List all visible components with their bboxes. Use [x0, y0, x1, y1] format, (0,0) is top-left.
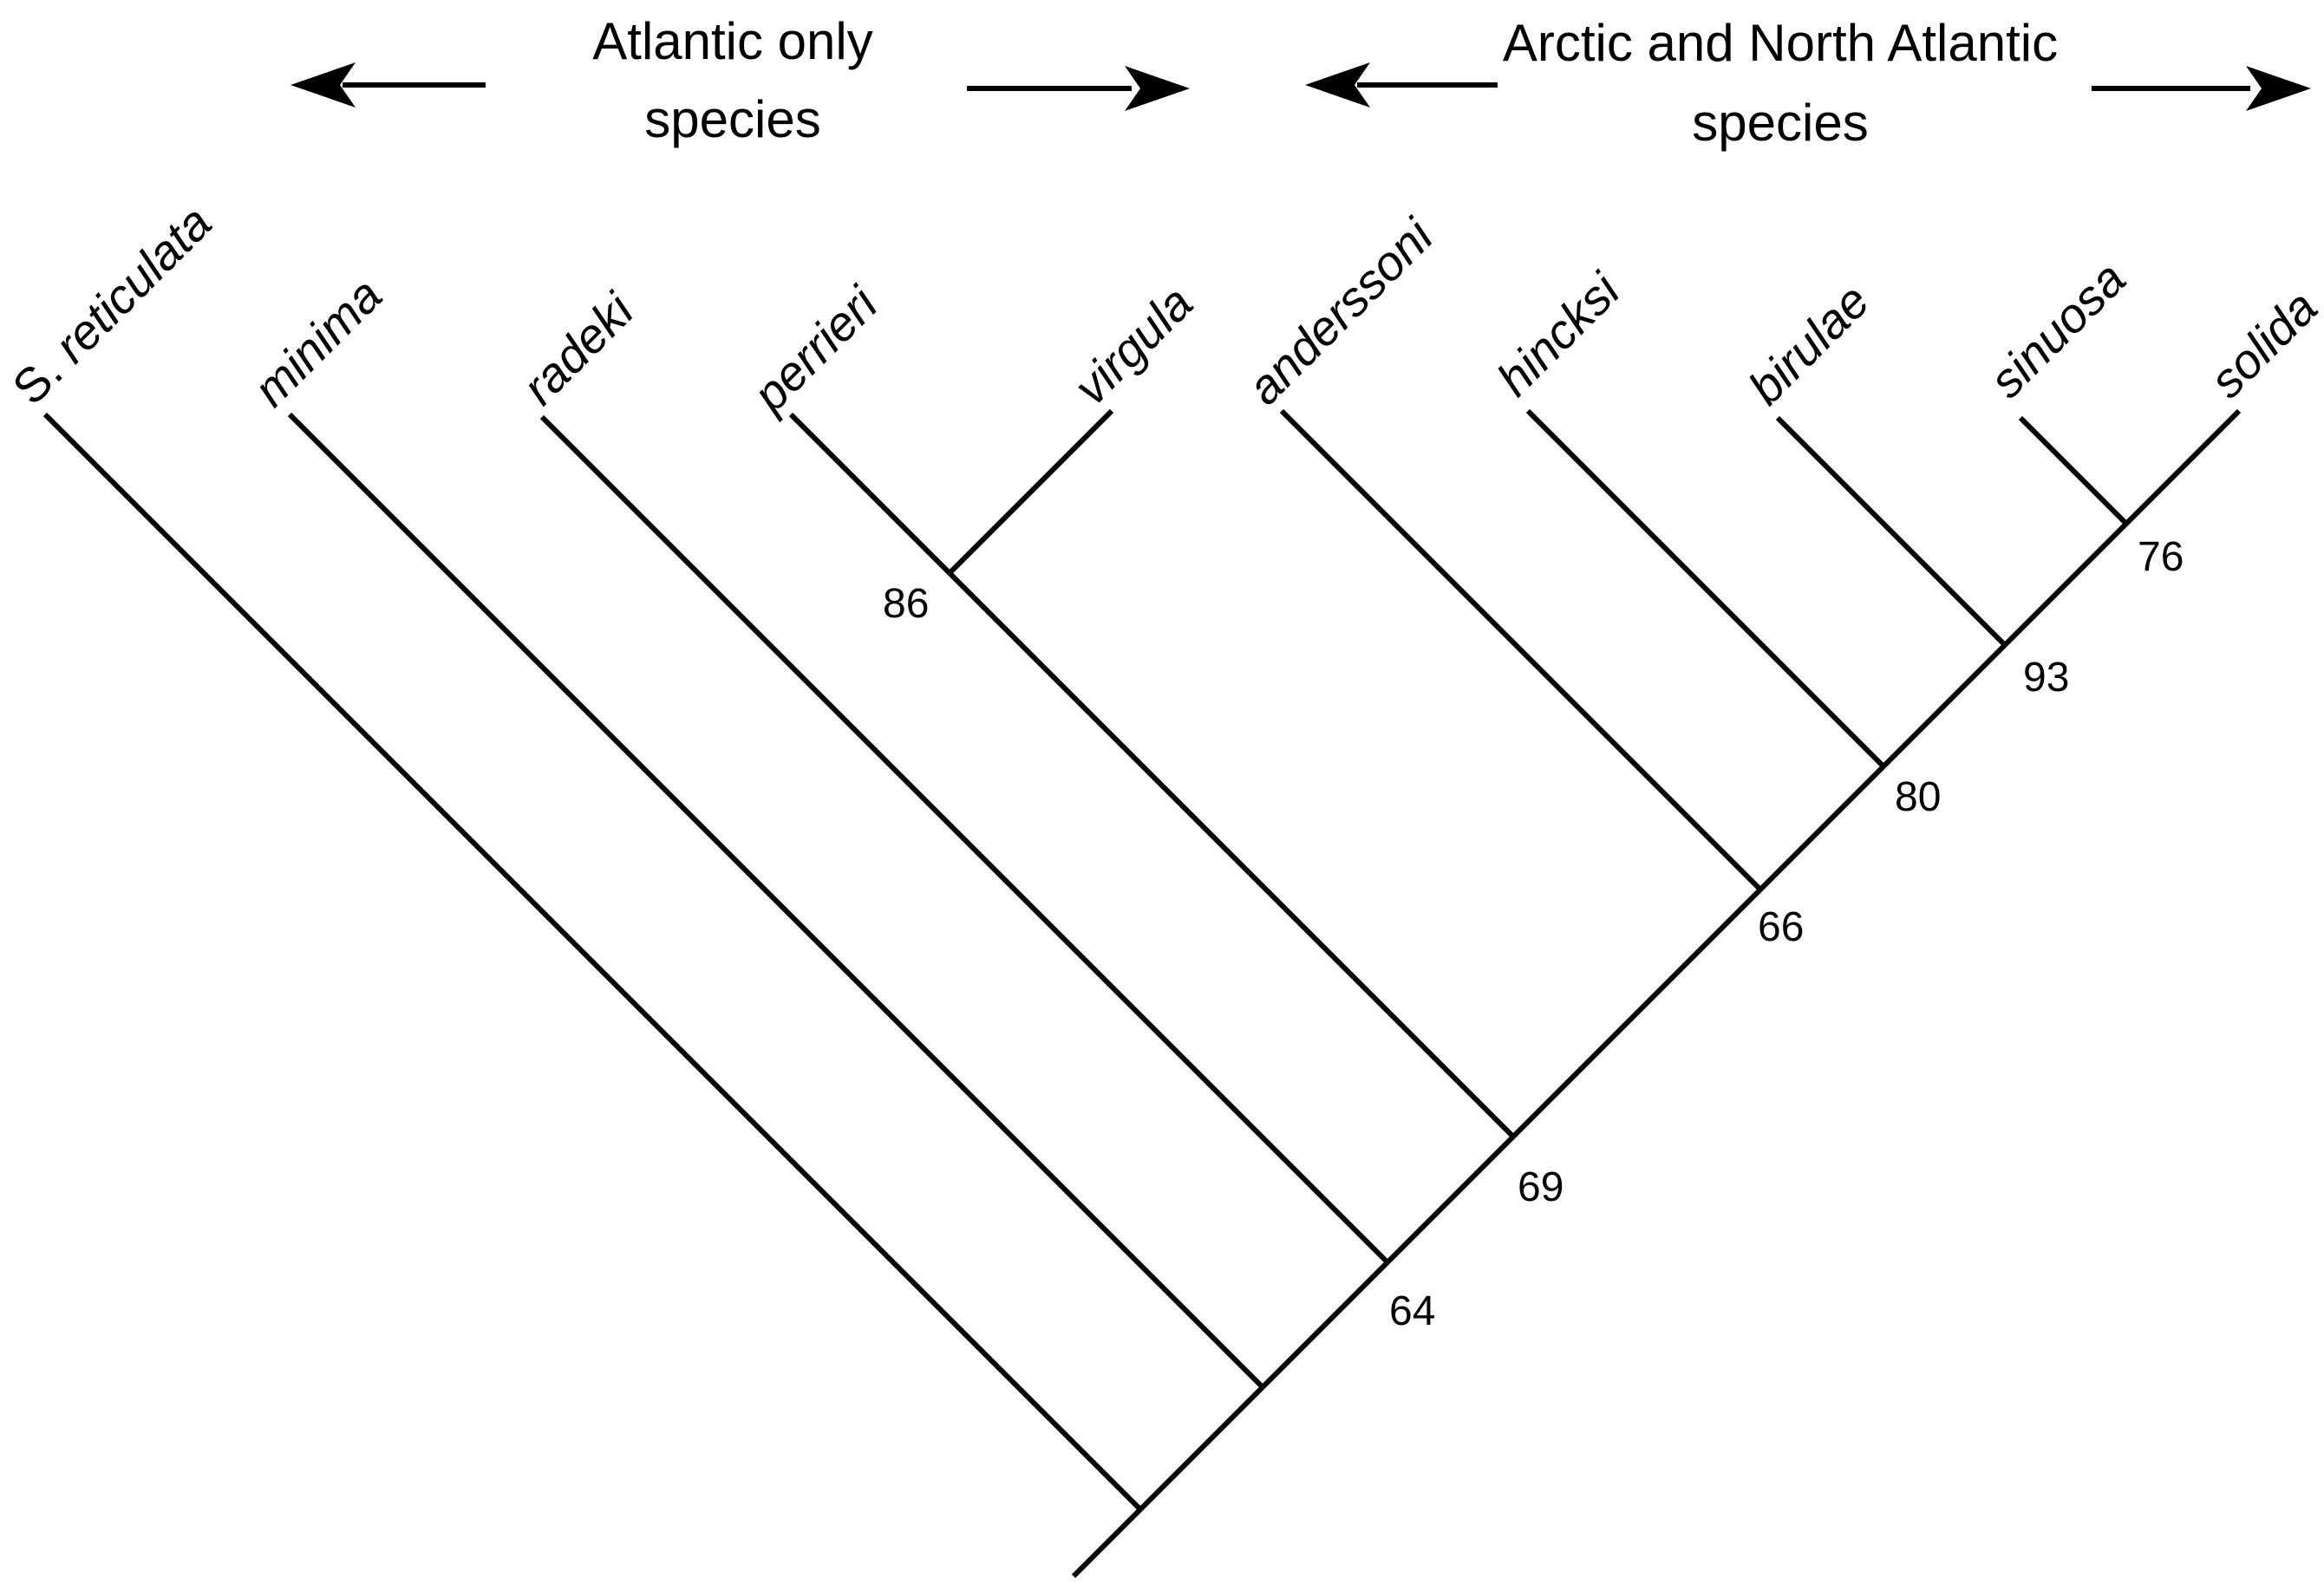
tree-branches: [42, 408, 2242, 1579]
branch-perrieri-virgula-clade: [947, 570, 1516, 1139]
branch-reticulata: [42, 412, 1143, 1512]
arctic-north-atlantic-header: Arctic and North Atlantic species: [1305, 14, 2311, 152]
branch-radeki: [539, 414, 1390, 1265]
support-value: 93: [2023, 655, 2069, 701]
branch-hincksi: [1525, 408, 1886, 769]
taxon-labels: S. reticulata minima radeki perrieri vir…: [2, 195, 2324, 423]
branch-sinuosa: [2018, 415, 2129, 526]
support-values: 86 76 93 80 66 69 64: [883, 534, 2184, 1334]
backbone-branch: [1385, 1134, 1516, 1265]
taxon-label-solida: solida: [2199, 279, 2324, 407]
arctic-north-atlantic-title: Arctic and North Atlantic: [1503, 14, 2058, 72]
root-stem: [1071, 1507, 1143, 1579]
branch-solida: [2124, 408, 2242, 526]
branch-birulae: [1775, 415, 2007, 648]
branch-virgula: [947, 408, 1114, 576]
branch-anderssoni: [1279, 408, 1763, 892]
taxon-label-sinuosa: sinuosa: [1979, 251, 2136, 407]
support-value: 76: [2138, 534, 2184, 580]
taxon-label-hincksi: hincksi: [1486, 262, 1631, 407]
branch-minima: [287, 412, 1265, 1390]
support-value: 69: [1518, 1164, 1563, 1210]
taxon-label-reticulata: S. reticulata: [2, 195, 222, 415]
support-value: 80: [1895, 774, 1941, 820]
atlantic-only-title: Atlantic only: [592, 12, 873, 70]
atlantic-only-subtitle: species: [644, 90, 820, 148]
branch-perrieri: [788, 412, 952, 576]
arrow-left-icon: [1305, 62, 1498, 108]
taxon-label-radeki: radeki: [512, 282, 645, 415]
taxon-label-birulae: birulae: [1738, 273, 1879, 414]
atlantic-only-header: Atlantic only species: [290, 12, 1190, 148]
taxon-label-minima: minima: [243, 267, 392, 416]
backbone-branch: [1260, 1260, 1390, 1390]
support-value: 66: [1758, 904, 1804, 950]
arctic-north-atlantic-subtitle: species: [1692, 94, 1868, 152]
arrow-left-icon: [290, 62, 486, 108]
support-value: 86: [883, 581, 929, 627]
backbone-branch: [1511, 887, 1763, 1139]
backbone-branch: [2002, 521, 2129, 648]
backbone-branch: [1758, 764, 1886, 892]
taxon-label-virgula: virgula: [1063, 275, 1203, 414]
arrow-right-icon: [2092, 66, 2311, 111]
arrow-right-icon: [967, 66, 1190, 111]
backbone-branch: [1138, 1385, 1265, 1512]
taxon-label-perrieri: perrieri: [741, 276, 889, 423]
backbone-branch: [1881, 642, 2007, 769]
taxon-label-anderssoni: anderssoni: [1237, 207, 1444, 414]
support-value: 64: [1389, 1288, 1435, 1334]
